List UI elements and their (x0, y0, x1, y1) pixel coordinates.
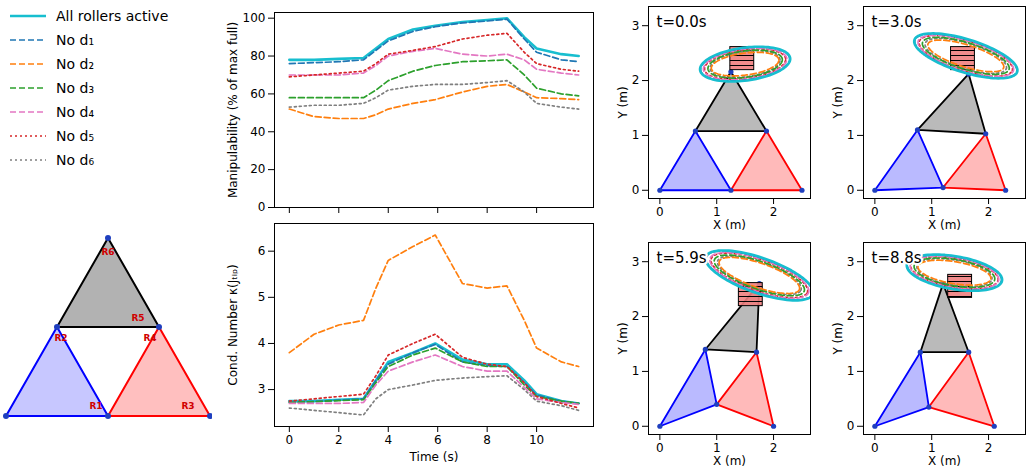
html-text:No d₁: No d₁ (56, 32, 94, 48)
svg-text:1: 1 (712, 205, 721, 219)
svg-text:X (m): X (m) (713, 218, 746, 232)
svg-text:1: 1 (712, 441, 721, 455)
svg-text:t=0.0s: t=0.0s (657, 13, 707, 31)
svg-text:t=8.8s: t=8.8s (872, 249, 922, 267)
svg-text:3: 3 (258, 382, 266, 396)
svg-text:X (m): X (m) (713, 454, 746, 468)
svg-text:3: 3 (847, 255, 855, 269)
svg-text:2: 2 (847, 73, 855, 87)
svg-text:3: 3 (847, 19, 855, 33)
svg-text:1: 1 (847, 364, 855, 378)
svg-text:3: 3 (632, 255, 640, 269)
html-text:No d₃: No d₃ (56, 80, 94, 96)
svg-text:0: 0 (656, 441, 664, 455)
html-text:No d₅: No d₅ (56, 128, 94, 144)
svg-text:R4: R4 (143, 333, 156, 343)
svg-text:100: 100 (243, 11, 266, 25)
svg-text:Y (m): Y (m) (616, 322, 630, 355)
svg-text:6: 6 (434, 433, 442, 447)
svg-text:6: 6 (258, 244, 266, 258)
svg-text:t=3.0s: t=3.0s (872, 13, 922, 31)
svg-text:0: 0 (286, 433, 294, 447)
svg-text:3: 3 (632, 19, 640, 33)
svg-text:0: 0 (632, 419, 640, 433)
svg-text:0: 0 (632, 183, 640, 197)
svg-text:2: 2 (770, 441, 778, 455)
svg-text:0: 0 (847, 183, 855, 197)
html-text:No d₆: No d₆ (56, 152, 94, 168)
svg-text:5: 5 (258, 290, 266, 304)
svg-text:R6: R6 (101, 247, 114, 257)
svg-text:1: 1 (632, 128, 640, 142)
svg-text:R1: R1 (89, 401, 102, 411)
svg-text:4: 4 (384, 433, 392, 447)
svg-text:R3: R3 (181, 401, 194, 411)
svg-text:2: 2 (985, 205, 993, 219)
svg-text:t=5.9s: t=5.9s (657, 249, 707, 267)
svg-text:10: 10 (529, 433, 544, 447)
svg-text:2: 2 (985, 441, 993, 455)
svg-text:0: 0 (656, 205, 664, 219)
svg-text:8: 8 (483, 433, 491, 447)
svg-text:60: 60 (250, 87, 265, 101)
svg-text:2: 2 (847, 309, 855, 323)
svg-text:2: 2 (632, 73, 640, 87)
html-text:No d₄: No d₄ (56, 104, 94, 120)
svg-text:X (m): X (m) (928, 218, 961, 232)
svg-text:40: 40 (250, 125, 265, 139)
html-text:No d₂: No d₂ (56, 56, 94, 72)
svg-text:0: 0 (871, 205, 879, 219)
svg-text:2: 2 (770, 205, 778, 219)
svg-text:0: 0 (258, 200, 266, 214)
svg-text:2: 2 (335, 433, 343, 447)
svg-text:4: 4 (258, 336, 266, 350)
html-text:All rollers active: All rollers active (56, 8, 169, 24)
svg-text:1: 1 (927, 441, 936, 455)
svg-text:20: 20 (250, 162, 265, 176)
svg-text:Time (s): Time (s) (409, 450, 459, 464)
svg-text:1: 1 (927, 205, 936, 219)
svg-text:Y (m): Y (m) (831, 86, 845, 119)
svg-text:80: 80 (250, 49, 265, 63)
svg-text:R2: R2 (54, 333, 67, 343)
svg-text:2: 2 (632, 309, 640, 323)
svg-text:X (m): X (m) (928, 454, 961, 468)
svg-text:Cond. Number κ(Jₜᵢₚ): Cond. Number κ(Jₜᵢₚ) (226, 264, 240, 385)
svg-text:Manipulability (% of max full): Manipulability (% of max full) (226, 22, 240, 198)
svg-text:Y (m): Y (m) (831, 322, 845, 355)
svg-text:R5: R5 (131, 313, 144, 323)
svg-text:0: 0 (871, 441, 879, 455)
svg-text:0: 0 (847, 419, 855, 433)
svg-text:Y (m): Y (m) (616, 86, 630, 119)
svg-text:1: 1 (847, 128, 855, 142)
svg-text:1: 1 (632, 364, 640, 378)
